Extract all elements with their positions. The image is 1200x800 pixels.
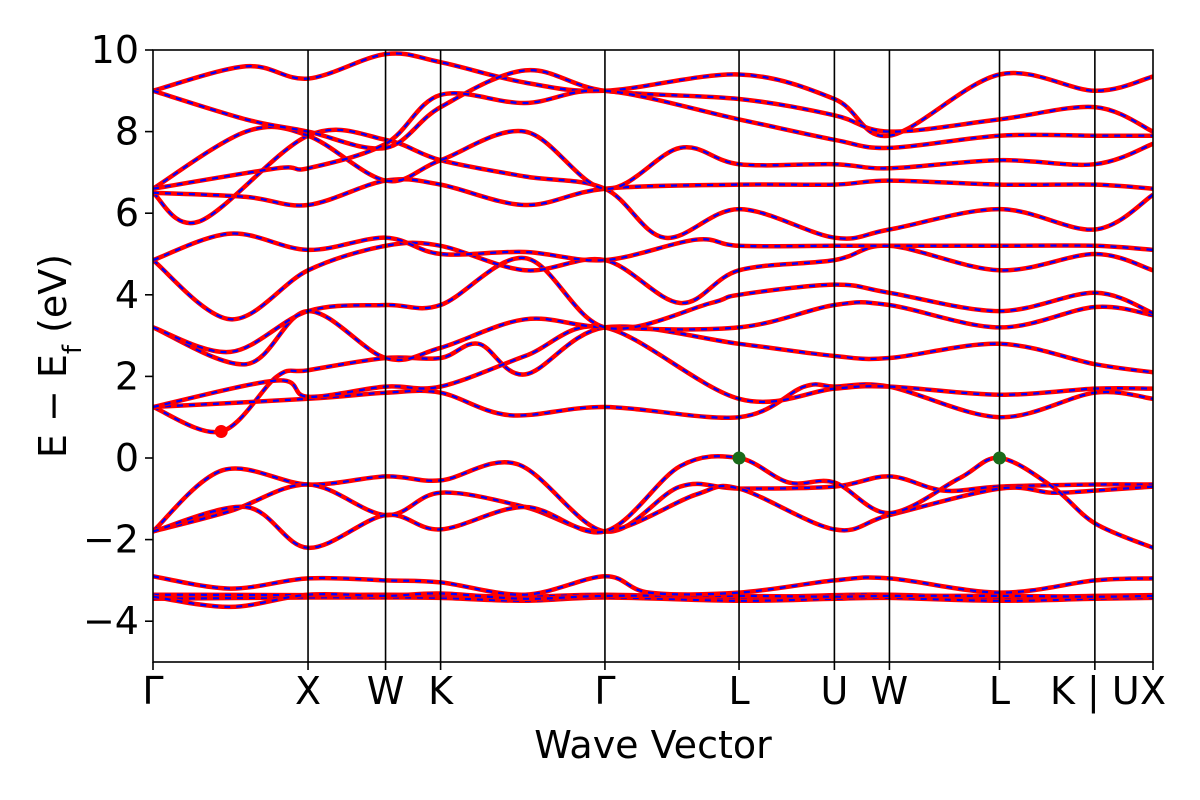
y-ticks: −4 −2 0 2 4 6 8 10 [83, 28, 153, 643]
marker-vbm-1 [732, 451, 746, 465]
marker-cbm-0 [214, 424, 228, 438]
y-tick-label-6: 8 [115, 110, 139, 154]
y-tick-label-0: −4 [83, 599, 139, 643]
x-tick-label-0: Γ [142, 669, 163, 713]
plot-frame [152, 49, 1154, 663]
x-tick-label-2: W [367, 669, 405, 713]
band-spin-down-13 [153, 231, 1153, 263]
x-tick-label-8: L [989, 669, 1010, 713]
marker-vbm-2 [993, 451, 1007, 465]
x-tick-label-9: K | U [1050, 669, 1140, 714]
y-axis-label-unit: (eV) [31, 254, 75, 333]
band-spin-up-12 [153, 241, 1153, 321]
band-spin-down-6 [153, 453, 1153, 551]
band-spin-up-9 [153, 325, 1153, 409]
x-tick-label-1: X [295, 669, 321, 713]
band-spin-up-5 [153, 483, 1153, 533]
y-tick-label-3: 2 [115, 354, 139, 398]
x-tick-label-7: W [871, 669, 909, 713]
kpoint-lines [307, 50, 1096, 662]
band-spin-down-16 [153, 124, 1153, 191]
band-spin-down-4 [153, 460, 1153, 534]
y-axis-label-sub: f [58, 344, 88, 354]
y-tick-label-2: 0 [115, 436, 139, 480]
band-spin-down-15 [153, 176, 1153, 208]
x-tick-label-6: U [820, 669, 848, 713]
y-axis-label: E − Ef (eV) [31, 254, 88, 458]
band-spin-up-3 [153, 575, 1153, 596]
x-axis-label: Wave Vector [534, 723, 772, 767]
x-tick-label-4: Γ [594, 669, 615, 713]
y-tick-label-1: −2 [83, 518, 139, 562]
band-spin-up-6 [153, 455, 1153, 549]
band-spin-up-4 [153, 461, 1153, 533]
bands-layer [153, 51, 1153, 610]
band-spin-down-7 [153, 324, 1153, 435]
y-tick-label-5: 6 [115, 191, 139, 235]
x-tick-label-10: X [1140, 669, 1166, 713]
y-tick-label-4: 4 [115, 273, 139, 317]
band-spin-down-8 [153, 382, 1153, 420]
y-axis-label-main: E − E [31, 354, 75, 458]
band-spin-down-12 [153, 240, 1153, 322]
extrema-markers [214, 424, 1007, 465]
x-tick-label-3: K [428, 669, 454, 713]
band-spin-down-11 [153, 255, 1153, 355]
x-tick-label-5: L [728, 669, 749, 713]
y-tick-label-7: 10 [91, 28, 139, 72]
